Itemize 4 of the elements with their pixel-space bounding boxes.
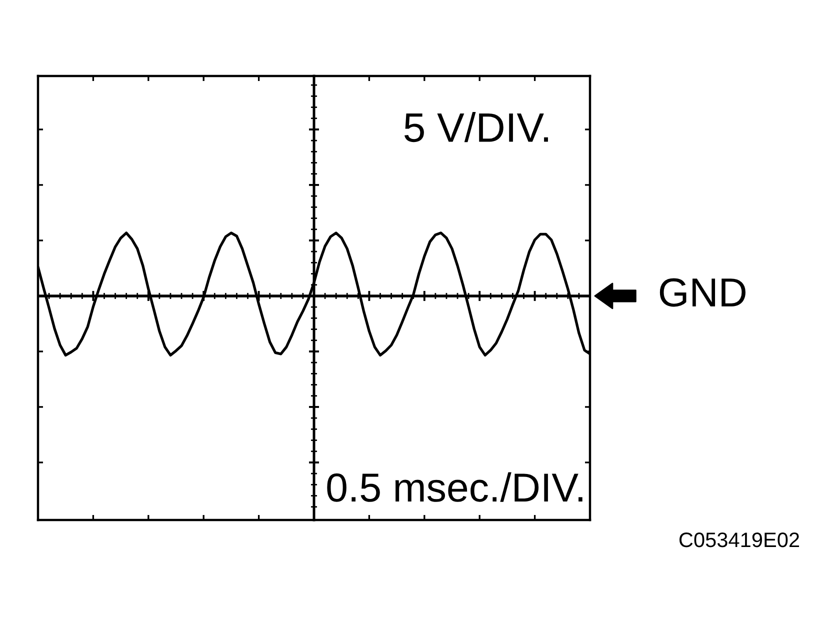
text: 5 V/DIV. [404,112,548,142]
ref-line-label: GND [660,278,746,307]
text: C053419E02 [679,532,800,548]
text: 0.5 msec./DIV. [327,472,582,502]
